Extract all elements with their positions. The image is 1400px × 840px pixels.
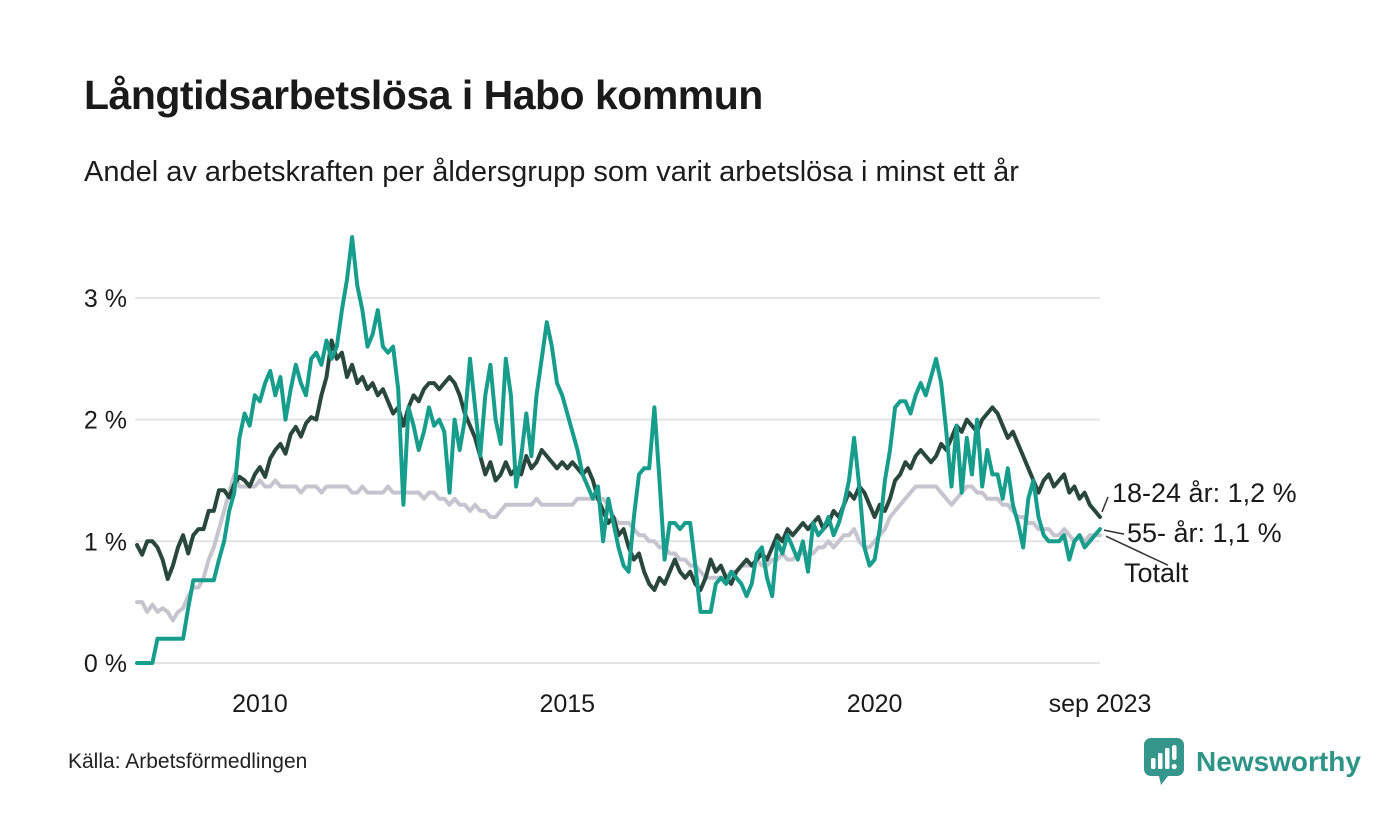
x-tick-label: 2015 [539,690,595,718]
series-line-18-24år [135,338,1102,592]
y-tick-label: 1 % [84,528,127,556]
x-tick-label: 2020 [847,690,903,718]
leader-line-18-24 [1101,496,1109,513]
annotation-55: 55- år: 1,1 % [1127,518,1282,548]
leader-line-55 [1103,529,1125,535]
x-tick-label: 2010 [232,690,288,718]
x-tick-label: sep 2023 [1049,690,1152,718]
page-title: Långtidsarbetslösa i Habo kommun [84,72,763,118]
page-subtitle: Andel av arbetskraften per åldersgrupp s… [84,156,1019,188]
source-note: Källa: Arbetsförmedlingen [68,750,308,773]
series-line-55-år [135,235,1102,665]
leader-line-totalt [1105,535,1169,566]
y-tick-label: 3 % [84,285,127,313]
brand-logo: Newsworthy [1142,736,1361,791]
series-line-Totalt [135,472,1102,623]
y-tick-label: 0 % [84,650,127,678]
chart-canvas: 0 % 1 % 2 % 3 % 2010 2015 2020 sep 2023 [84,235,1169,718]
y-tick-label: 2 % [84,407,127,435]
line-chart: 0 % 1 % 2 % 3 % 2010 2015 2020 sep 2023 18-24 å… [0,220,1400,740]
annotation-totalt: Totalt [1124,558,1189,588]
newsworthy-chart-bubble-icon [1142,736,1186,791]
annotation-18-24: 18-24 år: 1,2 % [1112,478,1297,508]
brand-name: Newsworthy [1196,745,1361,777]
